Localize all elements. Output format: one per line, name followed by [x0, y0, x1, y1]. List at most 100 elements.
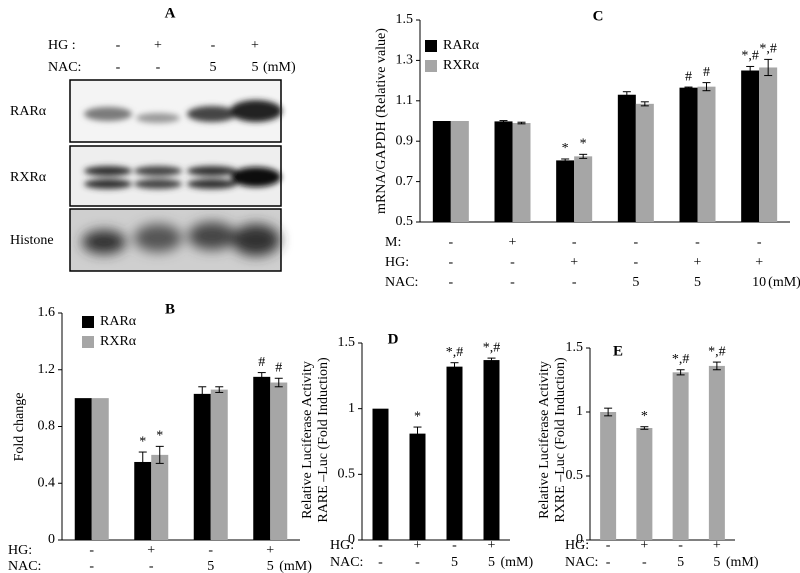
bar	[697, 86, 716, 222]
legend-label: RARα	[100, 314, 137, 329]
bar	[432, 121, 451, 222]
y-tick-label: 1.1	[396, 93, 414, 108]
bar	[672, 372, 689, 540]
condition-value: -	[510, 275, 515, 290]
condition-value: -	[757, 235, 762, 250]
condition-value: 5	[694, 275, 701, 290]
unit: (mM)	[768, 275, 800, 290]
condition-value: 5	[207, 559, 214, 573]
legend-swatch	[82, 336, 94, 348]
condition-value: +	[713, 538, 721, 553]
condition-value: 10	[752, 275, 766, 290]
condition-value: -	[678, 538, 683, 553]
annotation: #	[703, 65, 710, 80]
legend-swatch	[82, 316, 94, 328]
y-tick-label: 0	[576, 532, 583, 547]
condition-value: -	[510, 255, 515, 270]
condition-value: -	[633, 255, 638, 270]
condition-value: -	[642, 555, 647, 570]
condition-value: -	[156, 60, 161, 75]
bar	[372, 408, 389, 540]
condition-value: 5	[677, 555, 684, 570]
condition-label: NAC:	[330, 555, 363, 570]
band-label: RARα	[10, 104, 47, 119]
condition-value: 5	[713, 555, 720, 570]
condition-value: 5	[632, 275, 639, 290]
condition-value: +	[694, 255, 702, 270]
condition-value: +	[570, 255, 578, 270]
y-tick-label: 0.5	[396, 214, 414, 229]
condition-label: NAC:	[385, 275, 418, 290]
y-tick-label: 0	[348, 532, 355, 547]
y-tick-label: 1.6	[38, 305, 56, 320]
y-tick-label: 0.5	[566, 468, 584, 483]
y-axis-label: Fold change	[12, 393, 27, 462]
unit: (mM)	[726, 555, 759, 570]
condition-value: -	[211, 38, 216, 53]
bar	[759, 67, 778, 222]
condition-label: HG:	[385, 255, 409, 270]
legend-label: RXRα	[100, 334, 137, 349]
condition-value: +	[251, 38, 259, 53]
condition-value: -	[606, 555, 611, 570]
bar	[574, 156, 593, 222]
panel-title: E	[613, 343, 623, 359]
bar	[409, 433, 426, 540]
annotation: *	[641, 409, 648, 424]
chart: D Relative Luciferase Activity RARE –Luc (…	[300, 331, 533, 570]
condition-value: +	[414, 538, 422, 553]
annotation: *,#	[446, 345, 464, 360]
bar	[74, 398, 92, 540]
condition-label: HG:	[330, 538, 354, 553]
y-axis-label: RXRE –Luc (Fold Induction)	[553, 357, 568, 523]
bar	[253, 376, 271, 540]
condition-value: -	[89, 559, 94, 573]
condition-value: -	[572, 235, 577, 250]
y-tick-label: 0.4	[38, 475, 56, 490]
bar	[134, 461, 152, 540]
bar	[446, 366, 463, 540]
bar	[450, 121, 469, 222]
y-tick-label: 0	[48, 532, 55, 547]
condition-label: HG:	[565, 538, 589, 553]
annotation: #	[275, 360, 282, 375]
y-tick-label: 0.8	[38, 419, 56, 434]
condition-value: +	[640, 538, 648, 553]
bar	[741, 70, 760, 222]
condition-label: NAC:	[565, 555, 598, 570]
condition-value: -	[606, 538, 611, 553]
annotation: *,#	[759, 42, 777, 57]
condition-value: +	[509, 235, 517, 250]
condition-label: HG:	[8, 543, 32, 558]
y-tick-label: 1.5	[396, 12, 414, 27]
y-tick-label: 1.3	[396, 53, 414, 68]
bar	[679, 87, 698, 222]
condition-value: -	[116, 60, 121, 75]
y-tick-label: 1.5	[338, 335, 356, 350]
condition-value: 5	[488, 555, 495, 570]
condition-label: HG :	[48, 38, 76, 53]
y-tick-label: 1	[348, 401, 355, 416]
legend-label: RARα	[443, 38, 480, 53]
condition-value: +	[147, 543, 155, 558]
panel-title: C	[593, 8, 604, 24]
blot-histone	[69, 208, 282, 272]
band-label: RXRα	[10, 170, 47, 185]
condition-value: -	[116, 38, 121, 53]
bar	[708, 365, 725, 540]
condition-value: -	[89, 543, 94, 558]
annotation: *,#	[672, 352, 690, 367]
condition-value: -	[415, 555, 420, 570]
bar	[494, 121, 513, 222]
bar	[636, 428, 653, 540]
unit: (mM)	[263, 60, 296, 75]
condition-label: M:	[385, 235, 401, 250]
condition-value: -	[448, 255, 453, 270]
condition-value: 5	[267, 559, 274, 573]
annotation: *,#	[741, 49, 759, 64]
y-tick-label: 0.5	[338, 467, 356, 482]
annotation: *,#	[483, 340, 501, 355]
bar	[617, 94, 636, 222]
